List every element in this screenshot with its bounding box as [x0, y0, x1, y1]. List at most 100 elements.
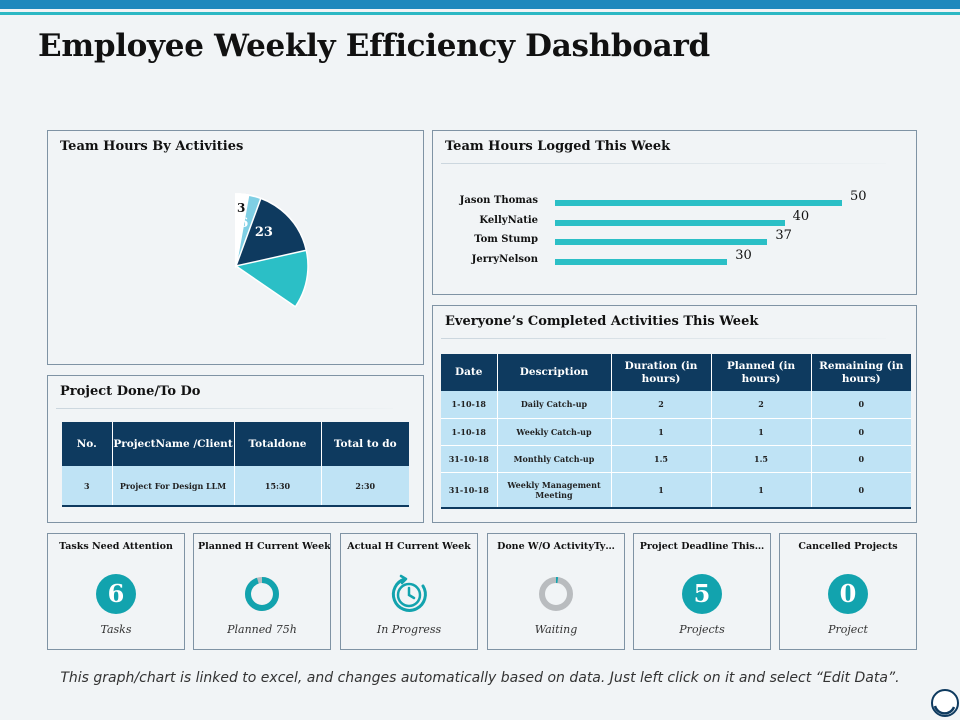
- divider: [441, 163, 886, 164]
- bar-value-label: 30: [735, 247, 752, 263]
- card-title: Tasks Need Attention: [59, 541, 173, 552]
- bar-category-label: Tom Stump: [474, 234, 538, 245]
- table-cell: 1: [611, 472, 712, 509]
- card-tasks-need-attention[interactable]: Tasks Need Attention 6 Tasks: [47, 533, 185, 650]
- table-row: 1-10-18 Weekly Catch-up 1 1 0: [441, 418, 911, 446]
- table-cell: 0: [811, 418, 911, 446]
- table-cell: 1-10-18: [441, 391, 498, 419]
- table-cell: 2: [611, 391, 712, 419]
- bar-category-label: KellyNatie: [479, 214, 538, 226]
- divider: [56, 408, 393, 409]
- card-project-deadline[interactable]: Project Deadline This… 5 Projects: [633, 533, 771, 650]
- column-header: Date: [441, 354, 498, 391]
- table-cell: 1: [711, 472, 812, 509]
- table-cell: 15:30: [234, 466, 322, 507]
- panel-title: Project Done/To Do: [60, 384, 201, 399]
- column-header: Total to do: [321, 422, 409, 466]
- table-cell: 31-10-18: [441, 445, 498, 473]
- top-accent-bar: [0, 0, 960, 9]
- projects-count-badge: 5: [682, 574, 722, 614]
- column-header: Planned (in hours): [711, 354, 812, 391]
- activities-pie-chart[interactable]: 371013152363: [48, 131, 425, 366]
- project-table: No. ProjectName /Client Totaldone Total …: [62, 422, 409, 507]
- table-cell: 1-10-18: [441, 418, 498, 446]
- card-caption: Project: [828, 623, 868, 636]
- table-cell: Project For Design LLM: [112, 466, 235, 507]
- bar[interactable]: [555, 219, 785, 226]
- card-title: Done W/O ActivityTy…: [497, 541, 615, 552]
- table-cell: 0: [811, 391, 911, 419]
- bar[interactable]: [555, 258, 728, 265]
- completed-activities-panel: Everyone’s Completed Activities This Wee…: [432, 305, 917, 523]
- waiting-donut-icon: [539, 577, 573, 611]
- card-actual-hours[interactable]: Actual H Current Week In Progress: [340, 533, 478, 650]
- bar[interactable]: [555, 200, 842, 206]
- bar-value-label: 40: [792, 208, 810, 224]
- column-header: Duration (in hours): [611, 354, 712, 391]
- table-cell: 2: [711, 391, 812, 419]
- card-title: Actual H Current Week: [347, 541, 471, 552]
- hours-logged-bar-chart[interactable]: Jason Thomas 50 KellyNatie 40 Tom Stump 37 Jer…: [433, 131, 918, 296]
- page-title: Employee Weekly Efficiency Dashboard: [38, 28, 710, 64]
- footer-note: This graph/chart is linked to excel, and…: [60, 670, 900, 686]
- card-caption: Tasks: [100, 623, 132, 636]
- bar-category-label: Jason Thomas: [459, 195, 538, 206]
- column-header: No.: [62, 422, 113, 466]
- card-planned-hours[interactable]: Planned H Current Week Planned 75h: [193, 533, 331, 650]
- divider: [441, 338, 886, 339]
- card-done-without-activity[interactable]: Done W/O ActivityTy… Waiting: [487, 533, 625, 650]
- card-caption: Planned 75h: [227, 623, 297, 636]
- table-cell: 31-10-18: [441, 472, 498, 509]
- column-header: ProjectName /Client: [112, 422, 235, 466]
- table-cell: 1.5: [711, 445, 812, 473]
- planned-donut-icon: [245, 577, 279, 611]
- table-cell: 0: [811, 445, 911, 473]
- table-row: 1-10-18 Daily Catch-up 2 2 0: [441, 391, 911, 419]
- table-cell: Weekly Management Meeting: [497, 472, 612, 509]
- table-cell: 3: [62, 466, 113, 507]
- column-header: Description: [497, 354, 612, 391]
- table-cell: 1.5: [611, 445, 712, 473]
- pie-slice[interactable]: [235, 193, 250, 267]
- team-hours-by-activities-panel: Team Hours By Activities 371013152363: [47, 130, 424, 365]
- ring-fill: [245, 577, 279, 611]
- card-cancelled-projects[interactable]: Cancelled Projects 0 Project: [779, 533, 917, 650]
- progress-clock-icon: [391, 574, 427, 612]
- panel-title: Team Hours Logged This Week: [445, 139, 671, 154]
- table-cell: 1: [611, 418, 712, 446]
- completed-activities-table: Date Description Duration (in hours) Pla…: [441, 354, 911, 509]
- card-title: Planned H Current Week: [198, 541, 330, 552]
- corner-logo-icon: [931, 689, 959, 717]
- top-accent-line: [0, 12, 960, 15]
- bar-category-label: JerryNelson: [471, 253, 538, 265]
- project-done-todo-panel: Project Done/To Do No. ProjectName /Clie…: [47, 375, 424, 523]
- table-cell: 0: [811, 472, 911, 509]
- table-cell: 1: [711, 418, 812, 446]
- card-caption: Waiting: [534, 623, 578, 636]
- table-cell: 2:30: [321, 466, 409, 507]
- tasks-count-badge: 6: [96, 574, 136, 614]
- table-cell: Weekly Catch-up: [497, 418, 612, 446]
- table-row: 31-10-18 Weekly Management Meeting 1 1 0: [441, 472, 911, 509]
- card-title: Cancelled Projects: [798, 541, 898, 552]
- ring-track: [539, 577, 573, 611]
- ring-fill: [539, 577, 573, 611]
- bar-value-label: 50: [850, 189, 867, 204]
- team-hours-logged-panel: Team Hours Logged This Week Jason Thomas…: [432, 130, 917, 295]
- table-cell: Daily Catch-up: [497, 391, 612, 419]
- table-row: 31-10-18 Monthly Catch-up 1.5 1.5 0: [441, 445, 911, 473]
- column-header: Totaldone: [234, 422, 322, 466]
- panel-title: Team Hours By Activities: [60, 139, 244, 154]
- column-header: Remaining (in hours): [811, 354, 911, 391]
- panel-title: Everyone’s Completed Activities This Wee…: [445, 314, 759, 329]
- bar[interactable]: [555, 239, 768, 245]
- bar-value-label: 37: [775, 228, 792, 243]
- card-caption: In Progress: [376, 623, 442, 636]
- table-row: 3 Project For Design LLM 15:30 2:30: [62, 466, 409, 507]
- table-cell: Monthly Catch-up: [497, 445, 612, 473]
- pie-slice-label: 23: [255, 225, 273, 240]
- cancelled-count-badge: 0: [828, 574, 868, 614]
- pie-slice-label: 3: [237, 201, 245, 215]
- card-title: Project Deadline This…: [639, 541, 765, 552]
- card-caption: Projects: [679, 623, 725, 636]
